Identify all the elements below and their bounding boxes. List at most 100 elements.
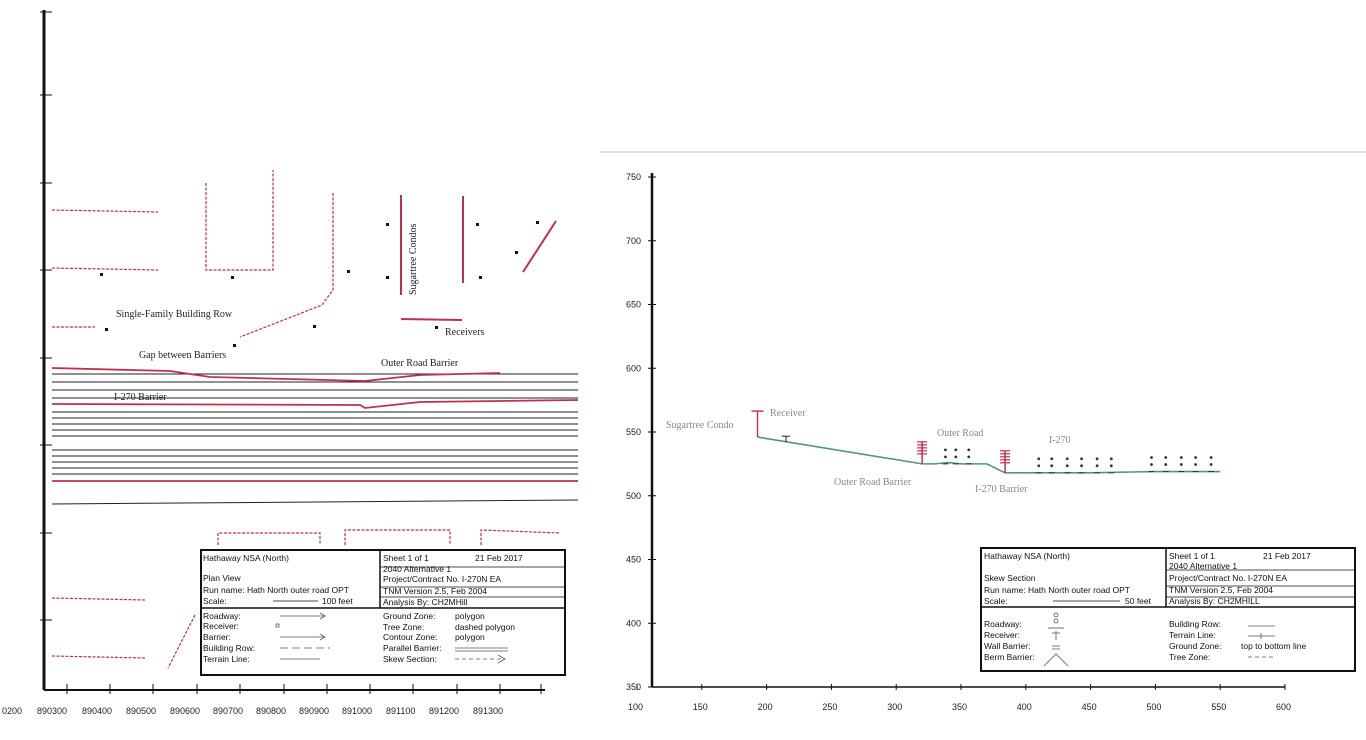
x-tick-label: 350 — [952, 702, 967, 712]
plan-scale-value: 100 feet — [322, 596, 353, 606]
plan-run-name: Run name: Hath North outer road OPT — [203, 585, 349, 595]
roadway-marker — [1037, 464, 1041, 468]
section-run-name: Run name: Hath North outer road OPT — [984, 585, 1130, 595]
section-alternative: 2040 Alternative 1 — [1169, 561, 1237, 571]
x-tick-label: 890900 — [299, 706, 329, 716]
roadway-marker — [1194, 456, 1197, 459]
plan-legend-receiver: Receiver: — [203, 621, 239, 631]
skew-section-chart: 350 400 450 500 550 600 650 700 750 100 150 200 250 3… — [600, 151, 1366, 712]
roadway-lines — [51, 373, 579, 505]
section-legend-ground-zone: Ground Zone: — [1169, 641, 1221, 651]
x-tick-label: 890800 — [256, 706, 286, 716]
roadway-marker — [1209, 463, 1213, 466]
section-sheet-number: Sheet 1 of 1 — [1169, 551, 1215, 561]
roadway-marker — [944, 455, 947, 459]
x-tick-label: 250 — [822, 702, 837, 712]
roadway-marker — [1065, 457, 1069, 461]
outer-road-barrier-label: Outer Road Barrier — [381, 358, 459, 369]
roadway-marker — [1150, 463, 1153, 466]
x-tick-label: 400 — [1017, 702, 1032, 712]
y-tick-label: 450 — [626, 555, 641, 565]
section-scale-label: Scale: — [984, 596, 1008, 606]
section-project-name: Hathaway NSA (North) — [984, 551, 1070, 561]
x-tick-label: 891200 — [429, 706, 459, 716]
roadway-marker — [967, 455, 971, 459]
outer-road-barrier-label: Outer Road Barrier — [834, 477, 912, 488]
single-family-row-label: Single-Family Building Row — [116, 309, 233, 320]
x-tick-label: 150 — [693, 702, 708, 712]
roadway-marker — [1080, 464, 1083, 468]
x-tick-label: 891300 — [473, 706, 503, 716]
plan-title-block: Hathaway NSA (North) Sheet 1 of 1 21 Feb… — [200, 549, 566, 676]
x-tick-label: 890400 — [82, 706, 112, 716]
building-rows — [51, 170, 561, 669]
section-legend-roadway: Roadway: — [984, 619, 1022, 629]
roadway-marker — [944, 448, 947, 452]
plan-legend-tree-zone: Tree Zone: — [383, 622, 424, 632]
plan-project-contract: Project/Contract No. I-270N EA — [383, 574, 501, 584]
section-annotations: Sugartree Condo Receiver Outer Road I-27… — [666, 408, 1071, 495]
x-tick-label: 100 — [628, 702, 643, 712]
plan-legend-roadway: Roadway: — [203, 611, 241, 621]
section-project-contract: Project/Contract No. I-270N EA — [1169, 573, 1287, 583]
section-legend-berm-barrier: Berm Barrier: — [984, 652, 1035, 662]
roadway-marker — [1109, 457, 1113, 461]
roadway-marker — [1164, 456, 1168, 459]
roadway-marker — [1164, 463, 1168, 466]
y-tick-label: 750 — [626, 172, 641, 182]
roadway-marker — [1080, 457, 1083, 461]
section-legend-receiver: Receiver: — [984, 630, 1020, 640]
y-tick-label: 350 — [626, 682, 641, 692]
plan-legend-building-row: Building Row: — [203, 643, 255, 653]
section-view-type: Skew Section — [984, 573, 1036, 583]
x-tick-label: 0200 — [2, 706, 22, 716]
section-axes: 350 400 450 500 550 600 650 700 750 100 150 200 250 3… — [626, 172, 1291, 712]
x-tick-label: 891000 — [342, 706, 372, 716]
plan-legend-ground-zone-value: polygon — [455, 611, 485, 621]
sugartree-condos-label: Sugartree Condos — [408, 224, 419, 295]
roadway-marker — [1209, 456, 1213, 459]
i270-barrier-label: I-270 Barrier — [975, 484, 1028, 495]
x-tick-label: 500 — [1146, 702, 1161, 712]
x-tick-label: 550 — [1211, 702, 1226, 712]
x-tick-label: 890500 — [126, 706, 156, 716]
roadway-marker — [1179, 456, 1183, 459]
gap-between-barriers-label: Gap between Barriers — [139, 350, 226, 361]
section-legend-terrain-line: Terrain Line: — [1169, 630, 1216, 640]
y-tick-label: 650 — [626, 300, 641, 310]
roadway-marker — [1050, 457, 1054, 461]
plan-tnm-version: TNM Version 2.5, Feb 2004 — [383, 586, 487, 596]
plan-x-tick-labels: 0200 890300 890400 890500 890600 890700 … — [2, 706, 503, 716]
terrain-line — [757, 436, 1221, 474]
skew-section-panel: 350 400 450 500 550 600 650 700 750 100 150 200 250 3… — [595, 0, 1366, 740]
plan-analysis-by: Analysis By: CH2MHill — [383, 597, 468, 607]
i270-label: I-270 — [1049, 435, 1071, 446]
x-tick-label: 200 — [758, 702, 773, 712]
x-tick-label: 890700 — [213, 706, 243, 716]
outer-road-label: Outer Road — [937, 428, 983, 439]
plan-scale-label: Scale: — [203, 596, 227, 606]
y-tick-label: 700 — [626, 236, 641, 246]
roadway-marker — [1037, 457, 1041, 461]
x-tick-label: 890600 — [170, 706, 200, 716]
plan-date: 21 Feb 2017 — [475, 553, 523, 563]
section-legend-ground-zone-value: top to bottom line — [1241, 641, 1306, 651]
highway-barriers — [51, 367, 579, 482]
x-tick-label: 450 — [1082, 702, 1097, 712]
x-tick-label: 891100 — [386, 706, 415, 716]
x-tick-label: 600 — [1276, 702, 1291, 712]
plan-sheet-number: Sheet 1 of 1 — [383, 553, 429, 563]
plan-legend-skew-section: Skew Section: — [383, 654, 437, 664]
roadway-marker — [1109, 464, 1113, 468]
plan-view-drawing: Sugartree Condos Single-Family Building … — [2, 10, 579, 716]
section-legend-wall-barrier: Wall Barrier: — [984, 641, 1030, 651]
terrain-series — [751, 410, 1221, 474]
roadway-marker — [1150, 456, 1153, 459]
section-tnm-version: TNM Version 2.5, Feb 2004 — [1169, 585, 1273, 595]
roadway-marker — [1050, 464, 1054, 468]
roadway-marker — [1095, 464, 1099, 468]
section-analysis-by: Analysis By: CH2MHILL — [1169, 596, 1260, 606]
plan-legend-contour-zone-value: polygon — [455, 632, 485, 642]
roadway-marker — [1065, 464, 1069, 468]
plan-x-ticks — [66, 684, 542, 694]
